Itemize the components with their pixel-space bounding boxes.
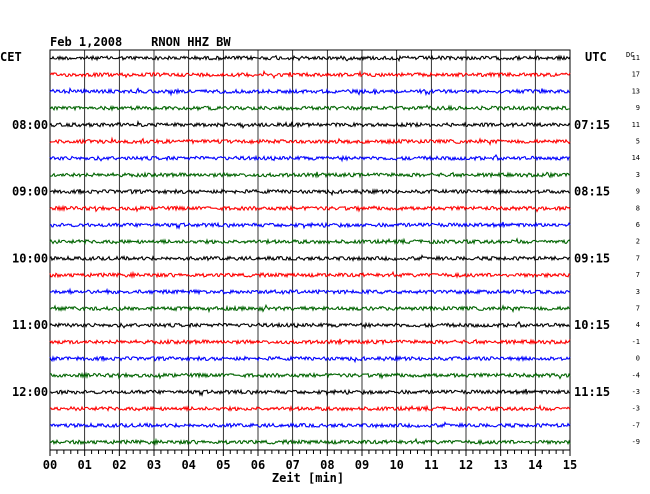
seismogram-trace: [49, 119, 571, 130]
cet-time-label: 09:00: [12, 185, 48, 199]
dc-offset-label: -4: [632, 371, 640, 379]
dc-offset-label: 2: [636, 238, 640, 246]
seismogram-trace: [49, 237, 571, 246]
dc-offset-label: -1: [632, 338, 640, 346]
chart-title: Feb 1,2008 RNON HHZ BW: [50, 35, 231, 49]
dc-offset-label: 9: [636, 104, 640, 112]
dc-offset-label: -9: [632, 438, 640, 446]
utc-time-label: 10:15: [574, 318, 610, 332]
x-tick-label: 00: [43, 458, 57, 472]
seismogram-trace: [49, 54, 571, 63]
seismogram-trace: [49, 404, 571, 413]
right-timezone-label: UTC: [585, 50, 607, 64]
x-tick-label: 10: [389, 458, 403, 472]
dc-offset-label: -7: [632, 421, 640, 429]
x-tick-label: 13: [493, 458, 507, 472]
seismogram-trace: [49, 388, 571, 397]
seismogram-trace: [49, 221, 571, 230]
dc-offset-label: 8: [636, 204, 640, 212]
seismogram-trace: [49, 171, 571, 179]
left-timezone-label: CET: [0, 50, 22, 64]
x-axis: 00 01 02 03 04 05 06 07 08 09 10 11 12 13 14 15: [43, 450, 577, 472]
dc-offset-label: 13: [632, 87, 640, 95]
dc-offset-label: 9: [636, 188, 640, 196]
dc-header-label: DC: [626, 51, 634, 59]
x-tick-label: 05: [216, 458, 230, 472]
dc-offset-label: 7: [636, 305, 640, 313]
cet-time-label: 10:00: [12, 251, 48, 265]
seismogram-trace: [49, 188, 571, 197]
x-tick-label: 14: [528, 458, 542, 472]
x-tick-label: 09: [355, 458, 369, 472]
x-tick-label: 04: [181, 458, 195, 472]
dc-offset-label: 0: [636, 355, 640, 363]
seismogram-trace: [49, 303, 571, 314]
seismogram-trace: [49, 254, 571, 262]
seismogram-trace: [49, 338, 571, 346]
utc-time-label: 09:15: [574, 251, 610, 265]
cet-time-label: 11:00: [12, 318, 48, 332]
x-tick-label: 07: [285, 458, 299, 472]
x-tick-label: 08: [320, 458, 334, 472]
seismogram-trace: [49, 104, 571, 112]
x-tick-label: 06: [251, 458, 265, 472]
dc-offset-label: -3: [632, 405, 640, 413]
seismogram-trace: [49, 136, 571, 146]
dc-offset-label: 7: [636, 271, 640, 279]
dc-offset-label: 14: [632, 154, 640, 162]
utc-time-label: 08:15: [574, 185, 610, 199]
dc-offset-label: 7: [636, 254, 640, 262]
seismogram-trace: [49, 154, 571, 163]
seismogram-trace: [49, 287, 571, 296]
seismogram-trace: [49, 321, 571, 330]
dc-offset-label: 11: [632, 121, 640, 129]
x-tick-label: 11: [424, 458, 438, 472]
grid: [49, 49, 571, 451]
dc-offset-label: 11: [632, 54, 640, 62]
seismogram-trace: [49, 421, 571, 429]
utc-time-label: 11:15: [574, 385, 610, 399]
dc-offset-label: 17: [632, 71, 640, 79]
x-tick-label: 12: [459, 458, 473, 472]
x-tick-label: 15: [563, 458, 577, 472]
seismogram-trace: [49, 371, 571, 380]
x-tick-label: 01: [77, 458, 91, 472]
dc-offset-label: 3: [636, 171, 640, 179]
cet-time-label: 12:00: [12, 385, 48, 399]
time-labels: 08:00 09:00 10:00 11:00 12:00 07:15 08:15 09:15…: [12, 118, 610, 399]
x-axis-label: Zeit [min]: [272, 471, 344, 485]
dc-offset-label: -3: [632, 388, 640, 396]
seismogram-trace: [49, 204, 571, 213]
seismogram-trace: [49, 69, 571, 80]
traces: 11 17 13 9 11 5 14 3 9 8 6 2 7 7 3 7 4 -1 0 -4 -3 -3 -7 -9: [49, 54, 640, 447]
x-tick-label: 03: [147, 458, 161, 472]
seismogram-trace: [49, 86, 571, 97]
x-tick-label: 02: [112, 458, 126, 472]
dc-offset-label: 4: [636, 321, 640, 329]
utc-time-label: 07:15: [574, 118, 610, 132]
plot-frame: [49, 49, 571, 451]
seismogram-trace: [49, 270, 571, 280]
dc-offset-label: 3: [636, 288, 640, 296]
dc-offset-label: 5: [636, 138, 640, 146]
cet-time-label: 08:00: [12, 118, 48, 132]
seismogram-trace: [49, 437, 571, 447]
dc-offset-label: 6: [636, 221, 640, 229]
seismogram-trace: [49, 355, 571, 364]
